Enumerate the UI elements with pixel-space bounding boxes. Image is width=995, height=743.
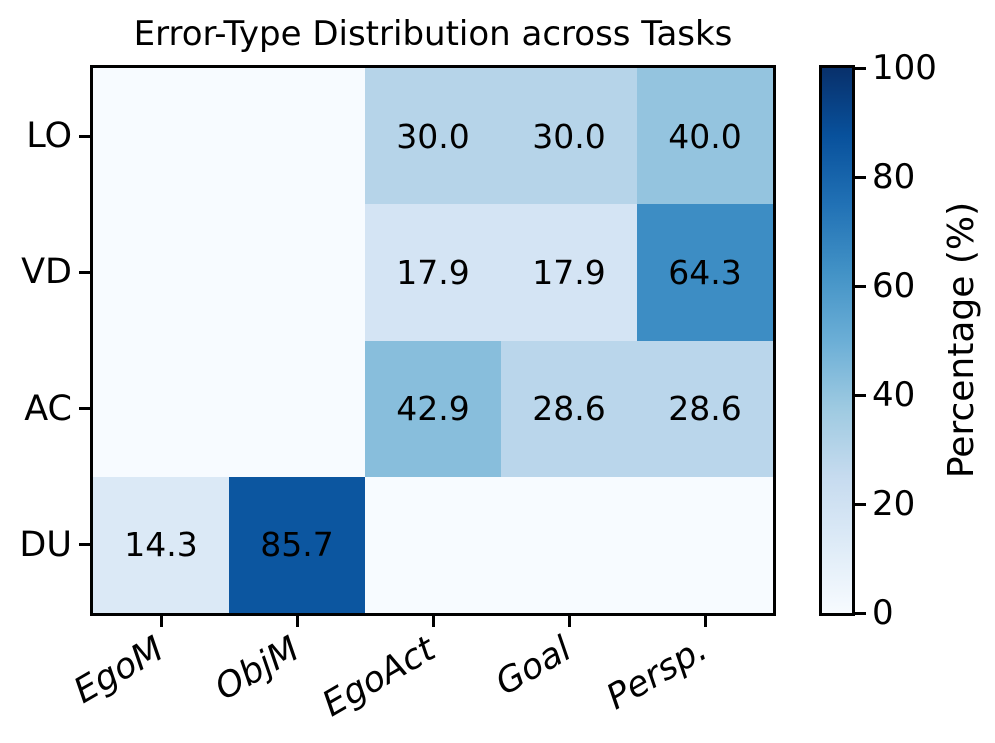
y-tick-label-AC: AC (24, 388, 72, 429)
heatmap-cell-AC-EgoM (93, 340, 229, 477)
x-tick-label-EgoAct: EgoAct (316, 629, 443, 726)
x-tick-label-Goal: Goal (489, 629, 579, 704)
colorbar-tick-mark (855, 502, 866, 506)
heatmap-cell-DU-ObjM: 85.7 (229, 476, 365, 613)
heatmap-cell-DU-Goal (501, 476, 637, 613)
colorbar-tick-label-100: 100 (872, 48, 937, 88)
x-tick-mark (295, 616, 299, 627)
colorbar-tick-mark (855, 175, 866, 179)
x-tick-mark (159, 616, 163, 627)
heatmap-cell-LO-Goal: 30.0 (501, 68, 637, 205)
heatmap-cell-DU-EgoM: 14.3 (93, 476, 229, 613)
heatmap-cell-AC-Persp.: 28.6 (637, 340, 773, 477)
heatmap-cell-LO-Persp.: 40.0 (637, 68, 773, 205)
chart-title: Error-Type Distribution across Tasks (133, 14, 733, 54)
heatmap-cell-VD-EgoM (93, 204, 229, 341)
colorbar-tick-mark (855, 66, 866, 70)
heatmap-cell-VD-ObjM (229, 204, 365, 341)
colorbar-tick-label-60: 60 (872, 266, 916, 306)
heatmap-cell-LO-EgoM (93, 68, 229, 205)
x-tick-label-ObjM: ObjM (208, 629, 307, 709)
colorbar (819, 65, 855, 616)
colorbar-tick-label-20: 20 (872, 484, 916, 524)
heatmap-cell-LO-ObjM (229, 68, 365, 205)
x-tick-label-EgoM: EgoM (67, 629, 171, 712)
heatmap-cell-LO-EgoAct: 30.0 (365, 68, 501, 205)
x-tick-label-Persp: Persp. (600, 629, 715, 719)
x-tick-mark (567, 616, 571, 627)
y-tick-mark (79, 407, 90, 411)
y-tick-label-DU: DU (19, 524, 72, 565)
colorbar-tick-mark (855, 393, 866, 397)
heatmap-cell-VD-Goal: 17.9 (501, 204, 637, 341)
heatmap-cell-VD-EgoAct: 17.9 (365, 204, 501, 341)
heatmap-cell-AC-EgoAct: 42.9 (365, 340, 501, 477)
y-tick-mark (79, 134, 90, 138)
y-tick-mark (79, 270, 90, 274)
heatmap-cell-VD-Persp.: 64.3 (637, 204, 773, 341)
colorbar-tick-mark (855, 284, 866, 288)
heatmap-cell-DU-Persp. (637, 476, 773, 613)
colorbar-axis-label: Percentage (%) (941, 201, 982, 479)
colorbar-tick-mark (855, 611, 866, 615)
x-tick-mark (431, 616, 435, 627)
colorbar-tick-label-40: 40 (872, 375, 916, 415)
heatmap-plot: 30.0 30.0 40.0 17.9 17.9 64.3 42.9 28.6 28.6 14.3… (90, 65, 776, 616)
heatmap-cell-AC-Goal: 28.6 (501, 340, 637, 477)
colorbar-tick-label-80: 80 (872, 157, 916, 197)
y-tick-mark (79, 543, 90, 547)
x-tick-mark (703, 616, 707, 627)
heatmap-cell-AC-ObjM (229, 340, 365, 477)
colorbar-tick-label-0: 0 (872, 593, 894, 633)
y-tick-label-LO: LO (26, 116, 72, 157)
heatmap-cell-DU-EgoAct (365, 476, 501, 613)
y-tick-label-VD: VD (21, 252, 72, 293)
